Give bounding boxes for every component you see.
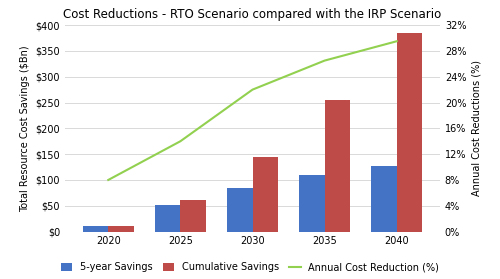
Annual Cost Reduction (%) <box>394 40 400 43</box>
Bar <box>300 175 324 232</box>
Line: Annual Cost Reduction (%): Annual Cost Reduction (%) <box>108 41 397 180</box>
Bar <box>180 199 206 232</box>
Title: Cost Reductions - RTO Scenario compared with the IRP Scenario: Cost Reductions - RTO Scenario compared … <box>64 8 442 21</box>
Annual Cost Reduction (%) <box>322 59 328 62</box>
Bar <box>396 33 422 232</box>
Bar <box>372 165 396 232</box>
Annual Cost Reduction (%) <box>250 88 256 91</box>
Y-axis label: Annual Cost Reductions (%): Annual Cost Reductions (%) <box>472 60 482 196</box>
Legend: 5-year Savings, Cumulative Savings, Annual Cost Reduction (%): 5-year Savings, Cumulative Savings, Annu… <box>59 260 441 274</box>
Annual Cost Reduction (%) <box>178 140 184 143</box>
Bar <box>228 188 252 232</box>
Annual Cost Reduction (%) <box>106 178 112 182</box>
Bar <box>252 157 278 232</box>
Bar <box>83 227 108 232</box>
Y-axis label: Total Resource Cost Savings ($Bn): Total Resource Cost Savings ($Bn) <box>20 45 30 212</box>
Bar <box>108 227 134 232</box>
Bar <box>155 205 180 232</box>
Bar <box>324 100 350 232</box>
